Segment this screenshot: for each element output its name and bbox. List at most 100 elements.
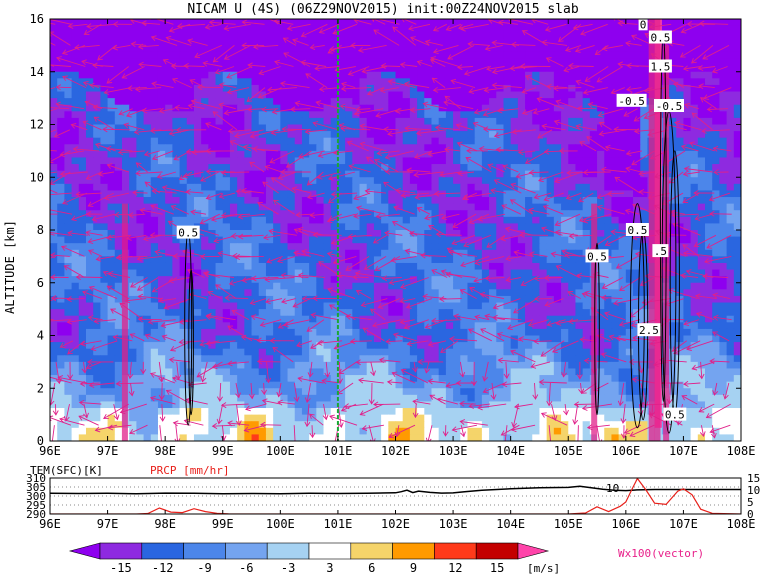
shading-cell — [201, 309, 209, 317]
shading-cell — [287, 137, 296, 145]
shading-cell — [114, 315, 123, 323]
shading-cell — [165, 230, 173, 238]
shading-cell — [481, 210, 490, 218]
shading-cell — [589, 38, 598, 46]
shading-cell — [489, 32, 497, 40]
shading-cell — [121, 104, 130, 112]
shading-cell — [611, 91, 620, 99]
shading-cell — [237, 65, 245, 73]
shading-cell — [186, 210, 195, 218]
shading-cell — [294, 282, 303, 290]
shading-cell — [503, 210, 512, 218]
shading-cell — [186, 203, 195, 211]
shading-cell — [690, 348, 699, 356]
shading-cell — [532, 58, 541, 66]
shading-cell — [143, 355, 152, 363]
shading-cell — [330, 157, 339, 165]
shading-cell — [323, 197, 332, 205]
shading-cell — [424, 348, 433, 356]
shading-cell — [489, 276, 497, 284]
shading-cell — [215, 183, 224, 192]
shading-cell — [568, 157, 577, 165]
shading-cell — [301, 25, 310, 33]
shading-cell — [539, 190, 548, 198]
shading-cell — [705, 322, 713, 330]
shading-cell — [417, 262, 425, 271]
shading-cell — [237, 236, 245, 244]
shading-cell — [301, 282, 310, 290]
shading-cell — [467, 289, 476, 297]
shading-cell — [445, 197, 454, 205]
shading-cell — [395, 335, 404, 343]
shading-cell — [157, 124, 166, 132]
shading-cell — [150, 25, 159, 33]
shading-cell — [273, 203, 281, 211]
shading-cell — [244, 223, 253, 231]
shading-cell — [553, 197, 562, 205]
shading-cell — [409, 84, 418, 93]
shading-cell — [489, 51, 497, 60]
shading-cell — [129, 65, 137, 73]
shading-cell — [251, 111, 260, 119]
shading-cell — [208, 25, 217, 33]
shading-cell — [438, 276, 447, 284]
shading-cell — [467, 302, 476, 310]
shading-cell — [381, 230, 389, 238]
shading-cell — [57, 32, 65, 40]
shading-cell — [553, 309, 562, 317]
shading-cell — [93, 230, 101, 238]
shading-cell — [150, 104, 159, 112]
shading-cell — [726, 117, 735, 126]
shading-cell — [453, 137, 461, 145]
shading-cell — [467, 32, 476, 40]
shading-cell — [143, 197, 152, 205]
shading-cell — [172, 197, 181, 205]
shading-cell — [683, 111, 692, 119]
shading-cell — [237, 38, 245, 46]
shading-cell — [179, 269, 188, 277]
shading-cell — [611, 164, 620, 172]
shading-cell — [525, 243, 533, 251]
shading-cell — [129, 91, 137, 99]
shading-cell — [85, 65, 94, 73]
shading-cell — [121, 124, 130, 132]
shading-cell — [604, 32, 613, 40]
shading-cell — [150, 249, 159, 257]
shading-cell — [229, 177, 238, 185]
shading-cell — [409, 328, 418, 337]
shading-cell — [93, 177, 101, 185]
shading-cell — [633, 190, 641, 198]
shading-cell — [352, 295, 361, 304]
shading-cell — [438, 84, 447, 93]
shading-cell — [78, 322, 87, 330]
shading-cell — [85, 51, 94, 60]
shading-cell — [712, 262, 721, 271]
shading-cell — [237, 197, 245, 205]
shading-cell — [373, 328, 382, 337]
shading-cell — [539, 84, 548, 93]
shading-cell — [726, 197, 735, 205]
shading-cell — [129, 269, 137, 277]
shading-cell — [50, 51, 58, 60]
shading-cell — [733, 197, 741, 205]
shading-cell — [78, 91, 87, 99]
shading-cell — [359, 170, 368, 178]
shading-cell — [424, 98, 433, 106]
shading-cell — [467, 183, 476, 192]
shading-cell — [373, 98, 382, 106]
shading-cell — [85, 164, 94, 172]
shading-cell — [467, 111, 476, 119]
shading-cell — [395, 322, 404, 330]
shading-cell — [50, 144, 58, 152]
shading-cell — [460, 243, 469, 251]
shading-cell — [251, 243, 260, 251]
shading-cell — [424, 45, 433, 53]
shading-cell — [424, 315, 433, 323]
shading-cell — [532, 249, 541, 257]
shading-cell — [467, 223, 476, 231]
shading-cell — [503, 38, 512, 46]
shading-cell — [726, 65, 735, 73]
shading-cell — [186, 302, 195, 310]
shading-cell — [345, 295, 353, 304]
shading-cell — [50, 230, 58, 238]
